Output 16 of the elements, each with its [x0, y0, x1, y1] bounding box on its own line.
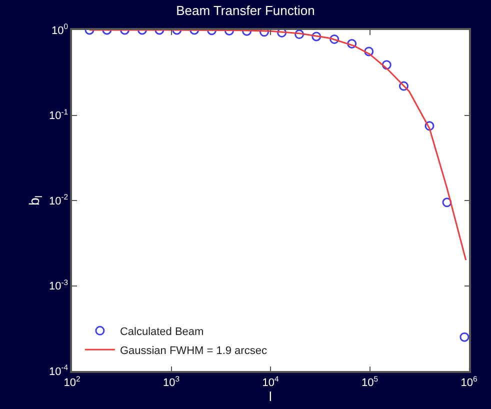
x-tick-label: 10$^{6}$	[460, 374, 478, 389]
point	[277, 30, 287, 38]
legend-label: Calculated Beam	[120, 326, 204, 338]
y-tick-label: 10$^{0}$	[52, 22, 68, 37]
x-axis-title: l	[269, 388, 272, 404]
point	[382, 60, 392, 70]
x-tick-label: 10$^{4}$	[262, 374, 280, 389]
point	[294, 30, 304, 40]
legend-label: Gaussian FWHM = 1.9 arcsec	[120, 344, 268, 357]
point	[398, 81, 408, 91]
x-tick-label: 10$^{5}$	[361, 374, 378, 389]
chart-title: Beam Transfer Function	[176, 3, 315, 18]
y-tick-label: 10$^{-3}$	[48, 278, 68, 293]
y-tick-label: 10$^{-1}$	[48, 107, 68, 122]
x-tick-label: 10$^{3}$	[162, 374, 180, 389]
y-tick-label: 10$^{-2}$	[48, 192, 68, 208]
